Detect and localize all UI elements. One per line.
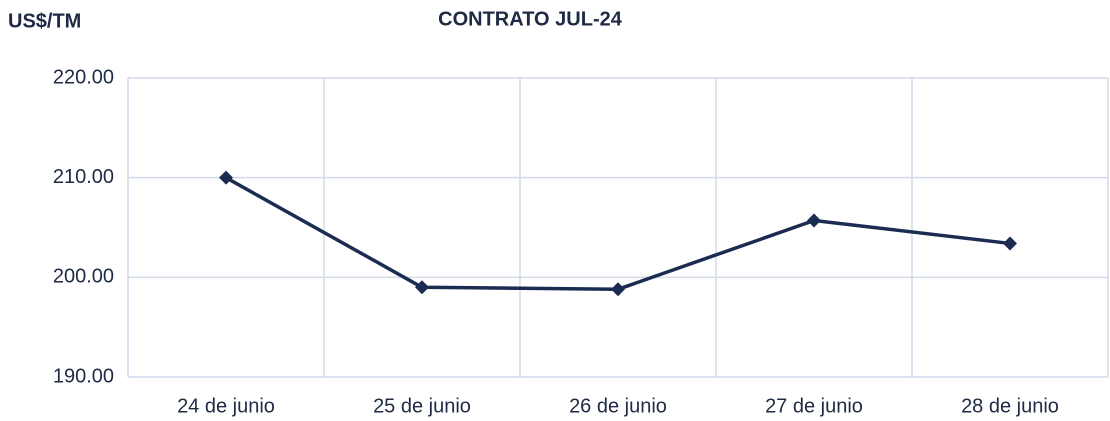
line bbox=[225, 176, 1011, 292]
x-tick-label: 26 de junio bbox=[569, 395, 667, 417]
marker bbox=[611, 282, 625, 297]
y-axis-label: US$/TM bbox=[8, 10, 81, 32]
marker bbox=[219, 170, 233, 185]
x-tick-label: 27 de junio bbox=[765, 395, 863, 417]
x-tick-label: 24 de junio bbox=[177, 395, 275, 417]
marker bbox=[415, 280, 429, 295]
y-tick-label: 210.00 bbox=[53, 166, 114, 188]
y-tick-label: 190.00 bbox=[53, 365, 114, 387]
chart-title: CONTRATO JUL-24 bbox=[438, 8, 623, 30]
x-tick-label: 28 de junio bbox=[961, 395, 1059, 417]
marker bbox=[807, 213, 821, 228]
y-tick-label: 200.00 bbox=[53, 266, 114, 288]
y-tick-label: 220.00 bbox=[53, 66, 114, 88]
marker bbox=[1003, 236, 1017, 251]
x-tick-label: 25 de junio bbox=[373, 395, 471, 417]
